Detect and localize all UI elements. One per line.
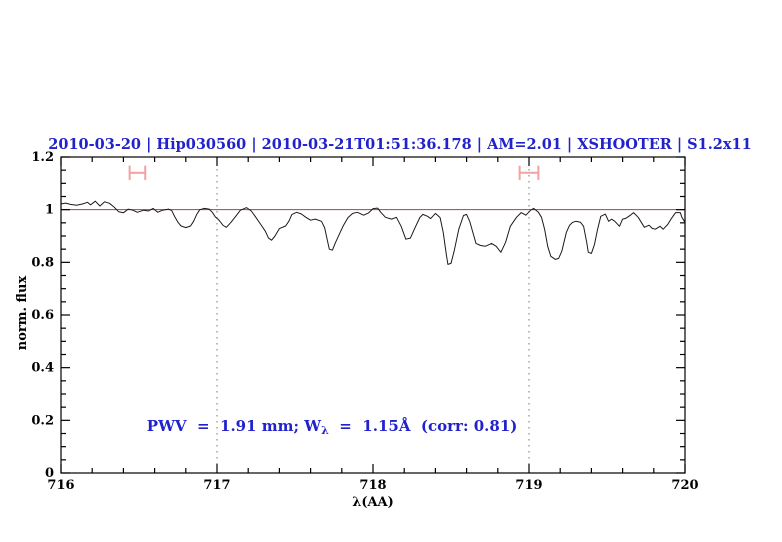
y-tick-label: 0 bbox=[45, 466, 54, 481]
y-tick-label: 1.2 bbox=[31, 150, 54, 165]
x-tick-label: 716 bbox=[47, 478, 74, 493]
y-tick-label: 0.4 bbox=[31, 361, 54, 376]
axis-tick-label-layer: 716 717 718 719 720 0 0.2 0.4 0.6 0.8 1 1.2 bbox=[31, 150, 698, 493]
chart-title: 2010-03-20 | Hip030560 | 2010-03-21T01:5… bbox=[48, 136, 751, 153]
x-tick-label: 717 bbox=[203, 478, 230, 493]
pwv-annotation-prefix: PWV = 1.91 mm; W bbox=[147, 417, 322, 435]
y-tick-label: 0.6 bbox=[31, 308, 54, 323]
pwv-annotation: PWV = 1.91 mm; Wλ = 1.15Å (corr: 0.81) bbox=[147, 417, 518, 437]
x-tick-label: 718 bbox=[359, 478, 386, 493]
x-axis-label: λ(AA) bbox=[352, 495, 394, 510]
y-tick-label: 0.2 bbox=[31, 413, 54, 428]
plot-frame bbox=[60, 156, 686, 474]
interval-marker-layer bbox=[128, 165, 540, 180]
interval-marker bbox=[518, 165, 540, 180]
x-tick-label: 720 bbox=[671, 478, 698, 493]
spectrum-line bbox=[60, 200, 686, 265]
pwv-annotation-suffix: = 1.15Å (corr: 0.81) bbox=[329, 417, 518, 435]
interval-marker bbox=[128, 165, 147, 180]
pwv-annotation-subscript: λ bbox=[321, 424, 329, 437]
axis-tick-layer bbox=[60, 156, 686, 474]
spectrum-line-layer bbox=[60, 200, 686, 265]
y-axis-label: norm. flux bbox=[15, 276, 30, 351]
x-tick-label: 719 bbox=[515, 478, 542, 493]
y-tick-label: 0.8 bbox=[31, 255, 54, 270]
y-tick-label: 1 bbox=[45, 203, 54, 218]
